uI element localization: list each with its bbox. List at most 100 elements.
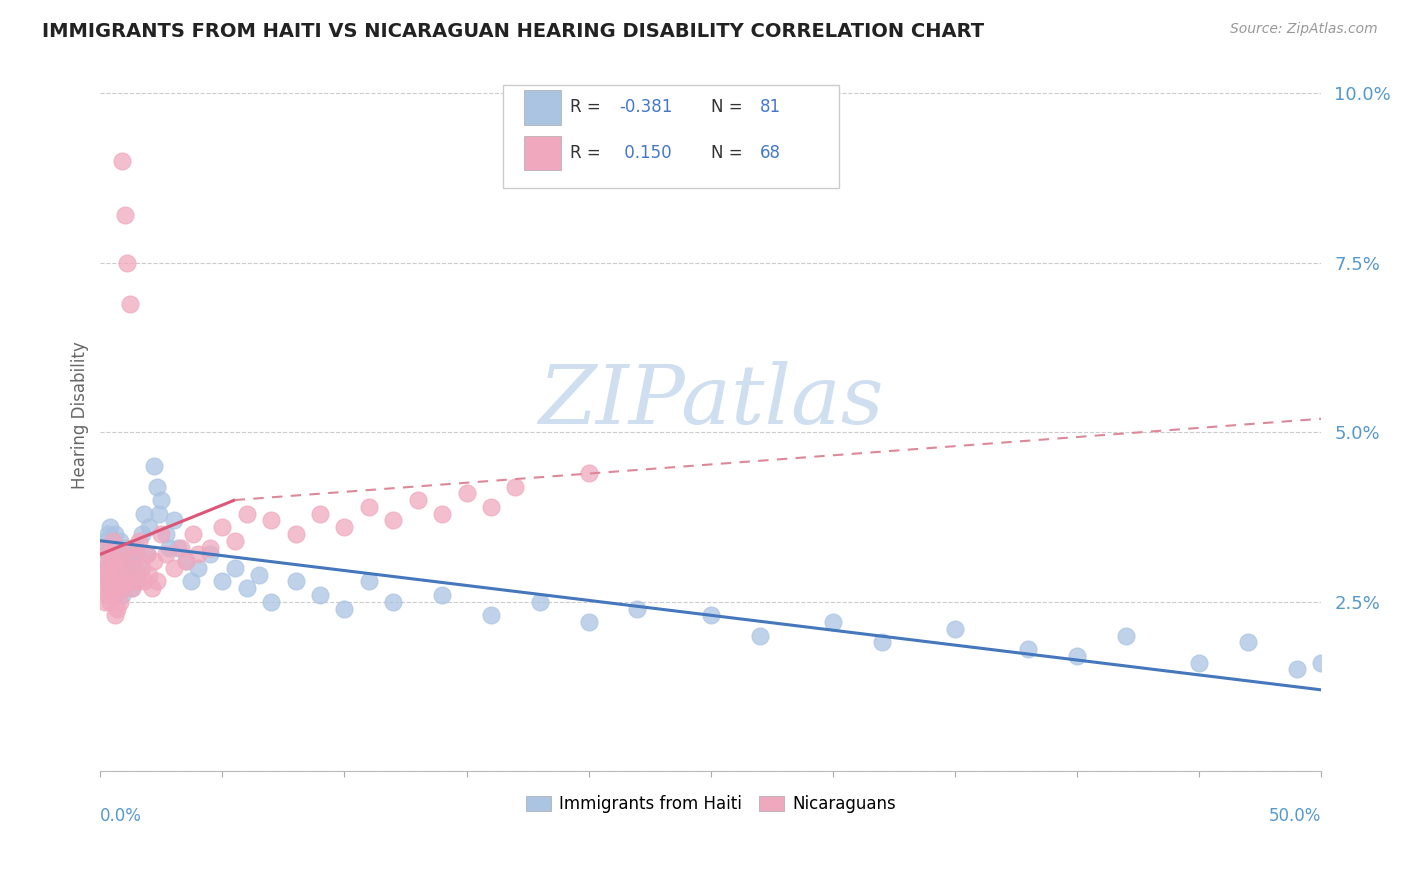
Text: R =: R = — [571, 98, 606, 117]
Point — [101, 581, 124, 595]
Point — [821, 615, 844, 629]
Point — [148, 507, 170, 521]
Point — [236, 581, 259, 595]
Point — [128, 533, 150, 548]
Point — [382, 513, 405, 527]
Point — [529, 595, 551, 609]
Point — [98, 554, 121, 568]
Point — [115, 574, 138, 589]
Point — [284, 574, 307, 589]
Point — [115, 547, 138, 561]
Point — [114, 209, 136, 223]
Point — [101, 541, 124, 555]
Point — [578, 466, 600, 480]
Text: N =: N = — [710, 144, 748, 161]
Point — [118, 567, 141, 582]
Text: ZIPatlas: ZIPatlas — [538, 361, 883, 442]
Point — [309, 588, 332, 602]
Point — [98, 520, 121, 534]
Point — [1285, 663, 1308, 677]
Point — [114, 581, 136, 595]
Point — [111, 154, 134, 169]
Point — [97, 527, 120, 541]
Y-axis label: Hearing Disability: Hearing Disability — [72, 342, 89, 489]
Point — [505, 479, 527, 493]
Point — [124, 574, 146, 589]
Point — [138, 520, 160, 534]
Point — [170, 541, 193, 555]
Point — [138, 567, 160, 582]
Point — [91, 574, 114, 589]
Point — [141, 581, 163, 595]
Text: 81: 81 — [759, 98, 780, 117]
Point — [180, 574, 202, 589]
Point — [114, 541, 136, 555]
Point — [157, 541, 180, 555]
Point — [578, 615, 600, 629]
Point — [247, 567, 270, 582]
Point — [121, 541, 143, 555]
Point — [357, 574, 380, 589]
Point — [108, 533, 131, 548]
Point — [98, 595, 121, 609]
Point — [94, 533, 117, 548]
Point — [101, 554, 124, 568]
Point — [107, 567, 129, 582]
Point — [124, 561, 146, 575]
Point — [224, 533, 246, 548]
Point — [284, 527, 307, 541]
Text: Source: ZipAtlas.com: Source: ZipAtlas.com — [1230, 22, 1378, 37]
Point — [943, 622, 966, 636]
Point — [382, 595, 405, 609]
Point — [91, 541, 114, 555]
Point — [107, 581, 129, 595]
Point — [748, 629, 770, 643]
Legend: Immigrants from Haiti, Nicaraguans: Immigrants from Haiti, Nicaraguans — [519, 789, 903, 820]
Point — [135, 547, 157, 561]
Point — [118, 554, 141, 568]
Point — [131, 561, 153, 575]
Text: R =: R = — [571, 144, 606, 161]
Point — [1066, 648, 1088, 663]
Point — [626, 601, 648, 615]
Point — [187, 547, 209, 561]
Point — [97, 574, 120, 589]
Point — [111, 554, 134, 568]
Point — [101, 574, 124, 589]
Point — [145, 574, 167, 589]
Point — [1188, 656, 1211, 670]
Point — [111, 588, 134, 602]
Point — [224, 561, 246, 575]
Point — [94, 581, 117, 595]
Point — [155, 527, 177, 541]
FancyBboxPatch shape — [503, 85, 839, 187]
Point — [97, 567, 120, 582]
Point — [98, 581, 121, 595]
Point — [162, 561, 184, 575]
Point — [125, 547, 148, 561]
Text: -0.381: -0.381 — [619, 98, 672, 117]
Point — [104, 588, 127, 602]
Point — [125, 574, 148, 589]
Point — [104, 554, 127, 568]
Point — [114, 574, 136, 589]
Point — [97, 588, 120, 602]
Point — [94, 561, 117, 575]
Text: 50.0%: 50.0% — [1268, 806, 1322, 825]
Point — [479, 500, 502, 514]
Point — [104, 567, 127, 582]
Point — [104, 588, 127, 602]
Point — [101, 533, 124, 548]
Point — [107, 547, 129, 561]
Point — [111, 567, 134, 582]
Point — [1236, 635, 1258, 649]
Point — [333, 601, 356, 615]
Point — [187, 561, 209, 575]
Point — [430, 507, 453, 521]
Point — [1017, 642, 1039, 657]
Point — [174, 554, 197, 568]
Point — [333, 520, 356, 534]
Point — [108, 595, 131, 609]
Point — [167, 541, 190, 555]
Point — [104, 527, 127, 541]
